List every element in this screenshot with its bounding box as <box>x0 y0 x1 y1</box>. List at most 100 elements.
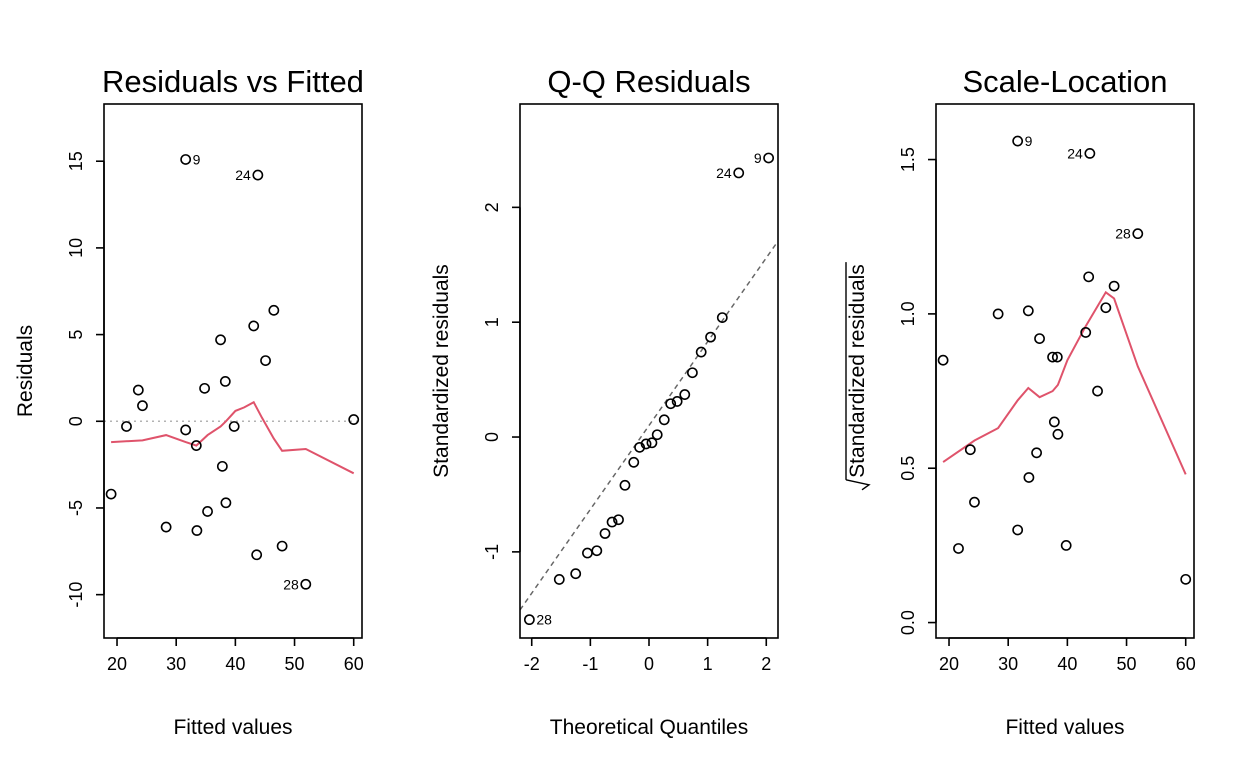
data-point <box>679 389 691 400</box>
data-point <box>220 497 232 509</box>
data-point <box>1051 351 1063 363</box>
data-point <box>1084 147 1096 159</box>
point-label: 24 <box>235 167 251 183</box>
data-point <box>105 488 117 500</box>
x-axis-label: Fitted values <box>173 716 292 739</box>
qq-residuals-panel: Q-Q Residuals 28 24 9 -2 -1 0 1 2 -1 0 1 2 Theoretica… <box>430 64 779 739</box>
data-point <box>686 367 698 379</box>
data-point <box>1080 327 1092 338</box>
data-point <box>763 152 775 164</box>
x-tick-label: 2 <box>761 654 771 674</box>
x-tick-label: 20 <box>939 654 959 674</box>
data-point <box>121 421 132 432</box>
data-point <box>1023 472 1035 483</box>
plot-area <box>520 240 778 611</box>
scale-location-panel: Scale-Location 9 24 28 20 30 40 50 60 0.0 0.5 1.0 1.… <box>845 64 1196 739</box>
smooth-line <box>942 290 1187 475</box>
data-point <box>665 398 677 410</box>
point-label: 28 <box>536 612 552 628</box>
y-tick-label: 0.5 <box>898 456 918 481</box>
plot-frame <box>103 103 363 639</box>
x-tick-label: 20 <box>107 654 127 674</box>
data-point <box>705 331 716 343</box>
data-point <box>268 304 280 316</box>
sqrt-hook <box>845 479 871 491</box>
data-point <box>260 355 271 366</box>
x-axis-label: Theoretical Quantiles <box>550 716 748 739</box>
data-point <box>553 574 565 585</box>
data-point <box>606 516 618 528</box>
y-axis-label: Standardized residuals <box>430 264 453 478</box>
data-point <box>248 320 260 332</box>
x-tick-label: 40 <box>1057 654 1077 674</box>
data-point <box>613 514 624 526</box>
y-tick-label: 5 <box>66 330 86 340</box>
x-tick-label: 1 <box>703 654 713 674</box>
data-point <box>1083 271 1095 283</box>
data-point <box>1022 305 1034 317</box>
x-tick-label: 60 <box>1176 654 1196 674</box>
data-point <box>251 549 263 561</box>
data-point <box>1047 351 1058 363</box>
data-point <box>1034 333 1045 344</box>
x-tick-label: 40 <box>225 654 245 674</box>
data-point <box>640 438 652 450</box>
data-point <box>180 154 192 165</box>
data-point <box>716 312 728 323</box>
sqrt-radical <box>845 262 871 491</box>
point-label: 9 <box>754 150 762 166</box>
data-point <box>695 346 707 358</box>
data-point <box>651 429 663 441</box>
data-point <box>348 414 360 425</box>
x-tick-label: 0 <box>644 654 654 674</box>
x-tick-label: -2 <box>524 654 540 674</box>
y-tick-label: 1.0 <box>898 301 918 326</box>
data-point <box>964 444 976 456</box>
x-tick-label: -1 <box>582 654 598 674</box>
point-label: 28 <box>1115 226 1131 242</box>
y-tick-label: 0 <box>66 416 86 426</box>
x-tick-label: 30 <box>998 654 1018 674</box>
data-point <box>628 456 640 468</box>
data-point <box>634 441 646 453</box>
y-tick-label: -1 <box>482 544 502 560</box>
data-point <box>228 421 240 432</box>
data-point <box>1100 302 1112 314</box>
data-point <box>969 496 980 508</box>
data-point <box>132 384 144 396</box>
data-point <box>180 424 192 436</box>
point-label: 24 <box>1067 145 1083 161</box>
data-point <box>523 614 535 626</box>
plot-area <box>942 290 1187 475</box>
smooth-line <box>111 400 355 475</box>
data-point <box>1012 135 1024 147</box>
data-point <box>582 547 593 559</box>
y-tick-label: 2 <box>482 202 502 212</box>
y-axis-label: Residuals <box>14 325 37 417</box>
plot-frame <box>935 103 1195 639</box>
data-point <box>953 543 964 554</box>
y-tick-label: 15 <box>66 151 86 171</box>
data-point <box>202 506 213 517</box>
data-point <box>671 396 683 407</box>
y-tick-label: 0 <box>482 432 502 442</box>
point-label: 24 <box>716 165 732 181</box>
data-point <box>591 545 603 557</box>
data-point <box>1132 228 1144 240</box>
chart-title: Residuals vs Fitted <box>102 64 364 99</box>
point-label: 28 <box>283 576 299 592</box>
data-point <box>992 308 1004 320</box>
y-axis-label: Standardized residuals <box>846 264 869 478</box>
y-tick-label: -5 <box>66 500 86 516</box>
chart-title: Scale-Location <box>962 64 1167 99</box>
data-point <box>215 334 226 346</box>
y-tick-label: 1 <box>482 317 502 327</box>
plot-frame <box>519 103 779 639</box>
data-point <box>1060 539 1072 551</box>
x-tick-label: 50 <box>285 654 305 674</box>
data-point <box>300 578 312 590</box>
data-point <box>216 460 228 472</box>
data-point <box>1180 573 1192 585</box>
data-point <box>219 376 231 387</box>
